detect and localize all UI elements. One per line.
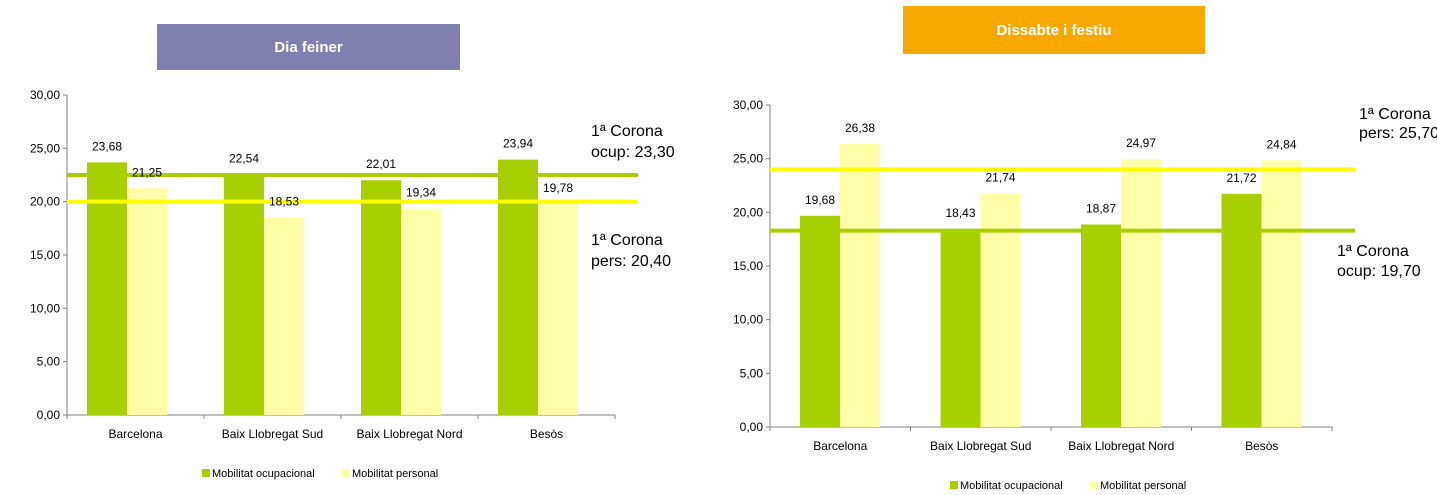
reference-annotation: ocup: 23,30: [591, 144, 675, 161]
data-label: 23,68: [92, 139, 122, 153]
reference-annotation: 1ª Corona: [1337, 243, 1409, 260]
y-tick-label: 0,00: [37, 408, 61, 422]
bar-ocupacional-2: [1081, 224, 1121, 427]
x-category-label: Baix Llobregat Nord: [356, 427, 462, 441]
reference-annotation: 1ª Corona: [591, 232, 663, 249]
y-tick-label: 25,00: [30, 141, 60, 155]
chart-title-weekend: Dissabte i festiu: [903, 6, 1205, 54]
data-label: 23,94: [503, 137, 533, 151]
x-category-label: Baix Llobregat Nord: [1068, 439, 1174, 453]
bar-personal-0: [840, 143, 880, 427]
chart-title-weekday: Dia feiner: [157, 24, 460, 70]
reference-annotation: 1ª Corona: [591, 123, 663, 140]
bar-ocupacional-1: [940, 229, 981, 427]
y-tick-label: 10,00: [30, 301, 60, 315]
data-label: 21,25: [132, 165, 162, 179]
data-label: 21,74: [985, 171, 1015, 185]
y-tick-label: 30,00: [30, 88, 60, 102]
legend-label: Mobilitat ocupacional: [960, 480, 1063, 492]
y-tick-label: 10,00: [733, 313, 763, 327]
bar-ocupacional-0: [87, 162, 127, 415]
bar-personal-3: [538, 204, 578, 415]
data-label: 24,84: [1266, 137, 1296, 151]
reference-annotation: pers: 25,70: [1359, 125, 1437, 142]
y-tick-label: 20,00: [30, 195, 60, 209]
x-category-label: Barcelona: [108, 427, 162, 441]
y-tick-label: 0,00: [740, 420, 764, 434]
data-label: 26,38: [845, 121, 875, 135]
bar-ocupacional-3: [1221, 193, 1262, 427]
legend-swatch-ocupacional: [202, 469, 210, 477]
x-category-label: Besòs: [1245, 439, 1278, 453]
legend-swatch-personal: [342, 469, 350, 477]
y-tick-label: 15,00: [30, 248, 60, 262]
bar-ocupacional-2: [361, 180, 401, 415]
legend-swatch-personal: [1090, 481, 1098, 489]
bar-personal-2: [401, 208, 441, 415]
x-category-label: Baix Llobregat Sud: [930, 439, 1031, 453]
bar-personal-2: [1121, 158, 1161, 428]
data-label: 24,97: [1126, 136, 1156, 150]
reference-annotation: pers: 20,40: [591, 253, 671, 270]
x-category-label: Baix Llobregat Sud: [222, 427, 323, 441]
y-tick-label: 5,00: [37, 355, 61, 369]
data-label: 19,34: [406, 186, 436, 200]
legend-label: Mobilitat personal: [352, 468, 438, 480]
legend-label: Mobilitat personal: [1100, 480, 1186, 492]
legend-label: Mobilitat ocupacional: [212, 468, 315, 480]
data-label: 22,54: [229, 152, 259, 166]
data-label: 22,01: [366, 157, 396, 171]
data-label: 18,43: [945, 206, 975, 220]
bar-personal-0: [127, 188, 167, 415]
data-label: 21,72: [1226, 171, 1256, 185]
data-label: 19,68: [805, 193, 835, 207]
y-tick-label: 25,00: [733, 152, 763, 166]
data-label: 18,87: [1086, 201, 1116, 215]
reference-annotation: 1ª Corona: [1359, 106, 1431, 123]
reference-annotation: ocup: 19,70: [1337, 263, 1421, 280]
bar-ocupacional-3: [498, 159, 538, 415]
bar-personal-1: [264, 217, 304, 415]
y-tick-label: 30,00: [733, 98, 763, 112]
bar-ocupacional-0: [800, 215, 840, 427]
legend-swatch-ocupacional: [950, 481, 958, 489]
data-label: 19,78: [543, 181, 573, 195]
y-tick-label: 20,00: [733, 205, 763, 219]
bar-ocupacional-1: [224, 174, 264, 415]
bar-personal-3: [1261, 160, 1302, 427]
x-category-label: Barcelona: [813, 439, 867, 453]
x-category-label: Besòs: [530, 427, 563, 441]
y-tick-label: 5,00: [740, 366, 764, 380]
data-label: 18,53: [269, 194, 299, 208]
y-tick-label: 15,00: [733, 259, 763, 273]
